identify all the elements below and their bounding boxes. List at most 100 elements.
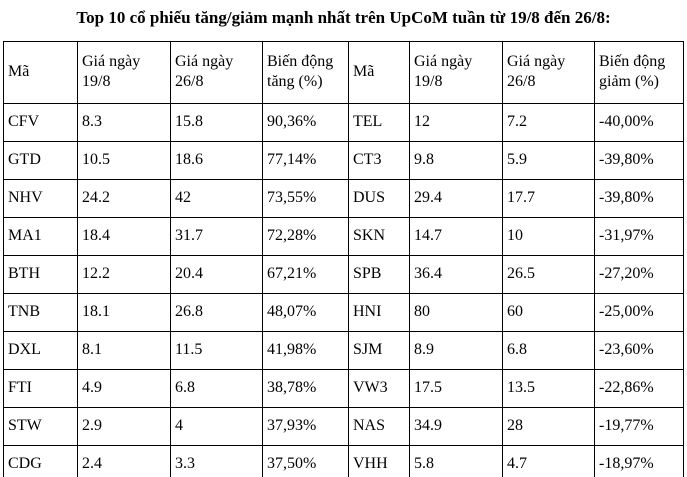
loser-code-cell: HNI <box>348 292 410 332</box>
loser-price-19-8-cell: 9.8 <box>409 140 503 180</box>
column-header-gainer-code: Mã <box>3 40 78 104</box>
table-row: DXL 8.1 11.5 41,98% SJM 8.9 6.8 -23,60% <box>3 330 684 370</box>
loser-code-cell: VW3 <box>348 368 410 408</box>
loser-price-26-8-cell: 4.7 <box>502 444 595 477</box>
loser-price-26-8-cell: 28 <box>502 406 595 446</box>
stocks-table-body: CFV 8.3 15.8 90,36% TEL 12 7.2 -40,00% GTD 10.5 18… <box>3 102 684 477</box>
gainer-price-26-8-cell: 42 <box>170 178 263 218</box>
gainer-change-cell: 41,98% <box>262 330 349 370</box>
gainer-change-cell: 73,55% <box>262 178 349 218</box>
loser-change-cell: -39,80% <box>594 178 684 218</box>
table-row: FTI 4.9 6.8 38,78% VW3 17.5 13.5 -22,86% <box>3 368 684 408</box>
loser-code-cell: NAS <box>348 406 410 446</box>
loser-price-19-8-cell: 34.9 <box>409 406 503 446</box>
gainer-price-19-8-cell: 8.1 <box>77 330 171 370</box>
gainer-code-cell: DXL <box>3 330 78 370</box>
header-row: Mã Giá ngày 19/8 Giá ngày 26/8 Biến động… <box>3 40 684 104</box>
loser-price-19-8-cell: 29.4 <box>409 178 503 218</box>
loser-price-26-8-cell: 60 <box>502 292 595 332</box>
gainer-price-26-8-cell: 26.8 <box>170 292 263 332</box>
gainer-change-cell: 67,21% <box>262 254 349 294</box>
table-row: CFV 8.3 15.8 90,36% TEL 12 7.2 -40,00% <box>3 102 684 142</box>
gainer-code-cell: CDG <box>3 444 78 477</box>
gainer-change-cell: 90,36% <box>262 102 349 142</box>
loser-price-26-8-cell: 6.8 <box>502 330 595 370</box>
gainer-code-cell: NHV <box>3 178 78 218</box>
gainer-price-19-8-cell: 24.2 <box>77 178 171 218</box>
loser-change-cell: -19,77% <box>594 406 684 446</box>
loser-price-19-8-cell: 14.7 <box>409 216 503 256</box>
table-row: NHV 24.2 42 73,55% DUS 29.4 17.7 -39,80% <box>3 178 684 218</box>
gainer-code-cell: GTD <box>3 140 78 180</box>
gainer-price-19-8-cell: 2.4 <box>77 444 171 477</box>
gainer-code-cell: CFV <box>3 102 78 142</box>
gainer-change-cell: 37,50% <box>262 444 349 477</box>
loser-price-19-8-cell: 36.4 <box>409 254 503 294</box>
loser-code-cell: DUS <box>348 178 410 218</box>
table-row: GTD 10.5 18.6 77,14% CT3 9.8 5.9 -39,80% <box>3 140 684 180</box>
loser-price-26-8-cell: 17.7 <box>502 178 595 218</box>
gainer-code-cell: TNB <box>3 292 78 332</box>
loser-price-19-8-cell: 5.8 <box>409 444 503 477</box>
gainer-price-19-8-cell: 10.5 <box>77 140 171 180</box>
loser-price-19-8-cell: 17.5 <box>409 368 503 408</box>
gainer-code-cell: BTH <box>3 254 78 294</box>
loser-price-26-8-cell: 7.2 <box>502 102 595 142</box>
column-header-gainer-price-26-8: Giá ngày 26/8 <box>170 40 263 104</box>
gainer-price-26-8-cell: 6.8 <box>170 368 263 408</box>
loser-code-cell: TEL <box>348 102 410 142</box>
gainer-change-cell: 77,14% <box>262 140 349 180</box>
gainer-price-19-8-cell: 4.9 <box>77 368 171 408</box>
gainer-price-26-8-cell: 4 <box>170 406 263 446</box>
gainer-change-cell: 72,28% <box>262 216 349 256</box>
gainer-price-19-8-cell: 8.3 <box>77 102 171 142</box>
gainer-price-19-8-cell: 12.2 <box>77 254 171 294</box>
loser-change-cell: -27,20% <box>594 254 684 294</box>
loser-change-cell: -25,00% <box>594 292 684 332</box>
loser-price-19-8-cell: 8.9 <box>409 330 503 370</box>
loser-change-cell: -18,97% <box>594 444 684 477</box>
column-header-gainer-change: Biến động tăng (%) <box>262 40 349 104</box>
gainer-price-26-8-cell: 3.3 <box>170 444 263 477</box>
table-row: CDG 2.4 3.3 37,50% VHH 5.8 4.7 -18,97% <box>3 444 684 477</box>
table-row: TNB 18.1 26.8 48,07% HNI 80 60 -25,00% <box>3 292 684 332</box>
loser-change-cell: -40,00% <box>594 102 684 142</box>
loser-price-26-8-cell: 10 <box>502 216 595 256</box>
gainer-price-26-8-cell: 18.6 <box>170 140 263 180</box>
loser-code-cell: SKN <box>348 216 410 256</box>
gainer-change-cell: 48,07% <box>262 292 349 332</box>
loser-price-19-8-cell: 12 <box>409 102 503 142</box>
column-header-gainer-price-19-8: Giá ngày 19/8 <box>77 40 171 104</box>
gainer-code-cell: MA1 <box>3 216 78 256</box>
loser-code-cell: SJM <box>348 330 410 370</box>
loser-code-cell: VHH <box>348 444 410 477</box>
loser-change-cell: -31,97% <box>594 216 684 256</box>
gainer-code-cell: STW <box>3 406 78 446</box>
gainer-price-19-8-cell: 2.9 <box>77 406 171 446</box>
column-header-loser-price-19-8: Giá ngày 19/8 <box>409 40 503 104</box>
gainer-price-26-8-cell: 20.4 <box>170 254 263 294</box>
stocks-table: Mã Giá ngày 19/8 Giá ngày 26/8 Biến động… <box>3 40 684 477</box>
table-row: STW 2.9 4 37,93% NAS 34.9 28 -19,77% <box>3 406 684 446</box>
loser-change-cell: -23,60% <box>594 330 684 370</box>
column-header-loser-code: Mã <box>348 40 410 104</box>
loser-price-26-8-cell: 26.5 <box>502 254 595 294</box>
stocks-table-header: Mã Giá ngày 19/8 Giá ngày 26/8 Biến động… <box>3 40 684 104</box>
gainer-price-26-8-cell: 31.7 <box>170 216 263 256</box>
gainer-price-26-8-cell: 11.5 <box>170 330 263 370</box>
loser-change-cell: -39,80% <box>594 140 684 180</box>
table-row: BTH 12.2 20.4 67,21% SPB 36.4 26.5 -27,20% <box>3 254 684 294</box>
loser-price-26-8-cell: 13.5 <box>502 368 595 408</box>
gainer-price-26-8-cell: 15.8 <box>170 102 263 142</box>
column-header-loser-change: Biến động giảm (%) <box>594 40 684 104</box>
page-title: Top 10 cổ phiếu tăng/giảm mạnh nhất trên… <box>76 8 611 27</box>
loser-code-cell: SPB <box>348 254 410 294</box>
loser-price-19-8-cell: 80 <box>409 292 503 332</box>
gainer-change-cell: 37,93% <box>262 406 349 446</box>
loser-code-cell: CT3 <box>348 140 410 180</box>
gainer-change-cell: 38,78% <box>262 368 349 408</box>
gainer-price-19-8-cell: 18.4 <box>77 216 171 256</box>
gainer-price-19-8-cell: 18.1 <box>77 292 171 332</box>
gainer-code-cell: FTI <box>3 368 78 408</box>
